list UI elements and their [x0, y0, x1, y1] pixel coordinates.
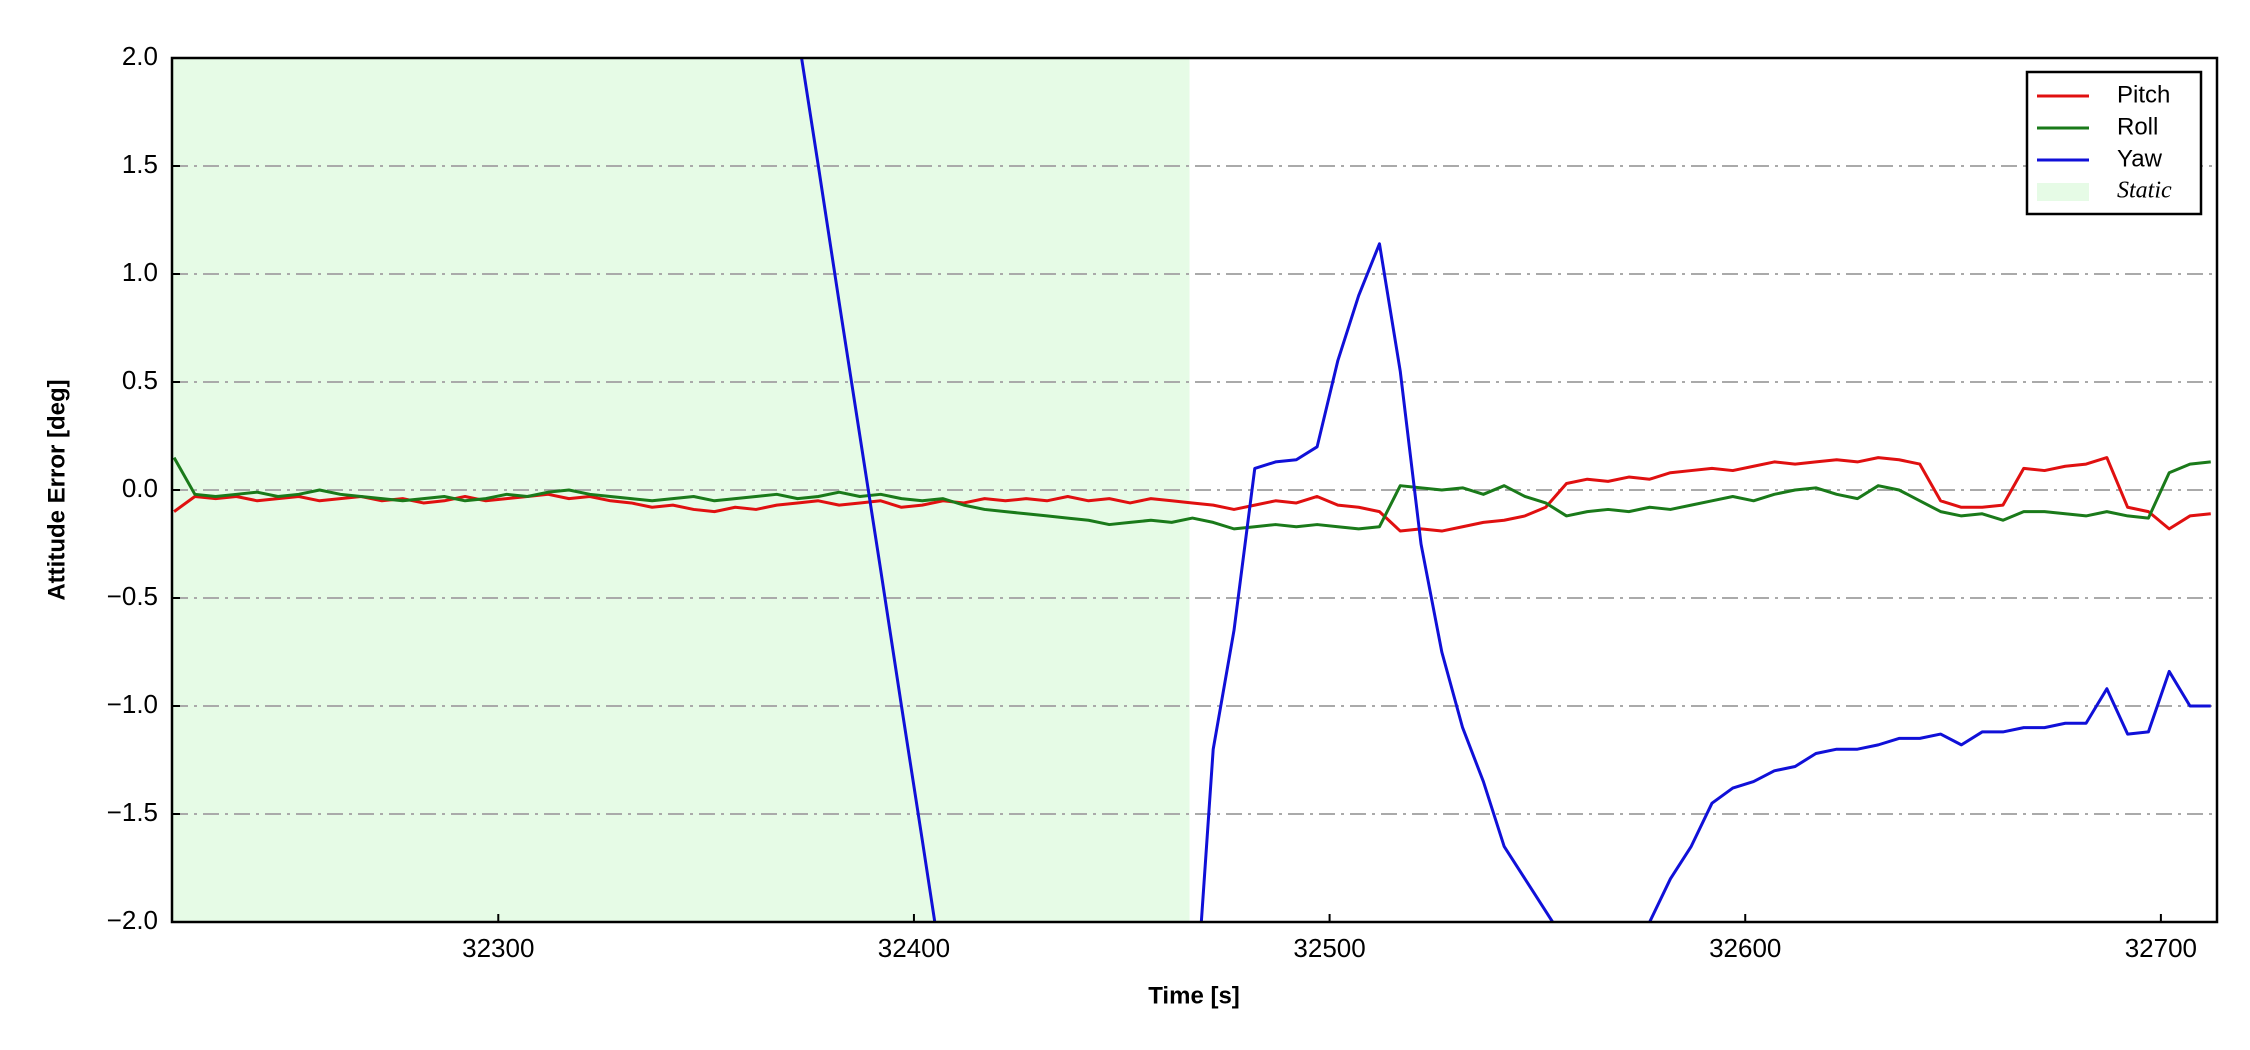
y-axis-label: Attitude Error [deg]	[43, 379, 70, 600]
legend-label: Roll	[2117, 113, 2158, 140]
x-axis-label: Time [s]	[1148, 982, 1240, 1009]
y-tick-label: 0.0	[122, 473, 158, 503]
y-tick-label: −0.5	[107, 581, 158, 611]
y-tick-label: 0.5	[122, 365, 158, 395]
y-tick-label: 2.0	[122, 41, 158, 71]
lines-layer	[172, 58, 2211, 922]
legend-label: Yaw	[2117, 145, 2163, 172]
y-tick-label: −1.5	[107, 797, 158, 827]
y-tick-label: −2.0	[107, 905, 158, 935]
legend-swatch	[2037, 183, 2089, 201]
y-tick-label: 1.5	[122, 149, 158, 179]
legend-label: Pitch	[2117, 81, 2170, 108]
legend-label: Static	[2117, 178, 2172, 204]
axes-layer: −2.0 −1.5 −1.0 −0.5 0.0 0.5 1.0 1.5 2.0 32300 3240…	[107, 41, 2197, 963]
series-line	[172, 456, 2211, 531]
x-tick-label: 32400	[878, 933, 950, 963]
y-tick-label: 1.0	[122, 257, 158, 287]
x-tick-label: 32600	[1709, 933, 1781, 963]
y-tick-label: −1.0	[107, 689, 158, 719]
x-tick-label: 32700	[2125, 933, 2197, 963]
x-tick-label: 32300	[462, 933, 534, 963]
series-line	[800, 58, 2211, 922]
x-tick-label: 32500	[1293, 933, 1365, 963]
series-line	[173, 456, 2211, 533]
legend: Pitch Roll Yaw Static	[2025, 70, 2203, 216]
